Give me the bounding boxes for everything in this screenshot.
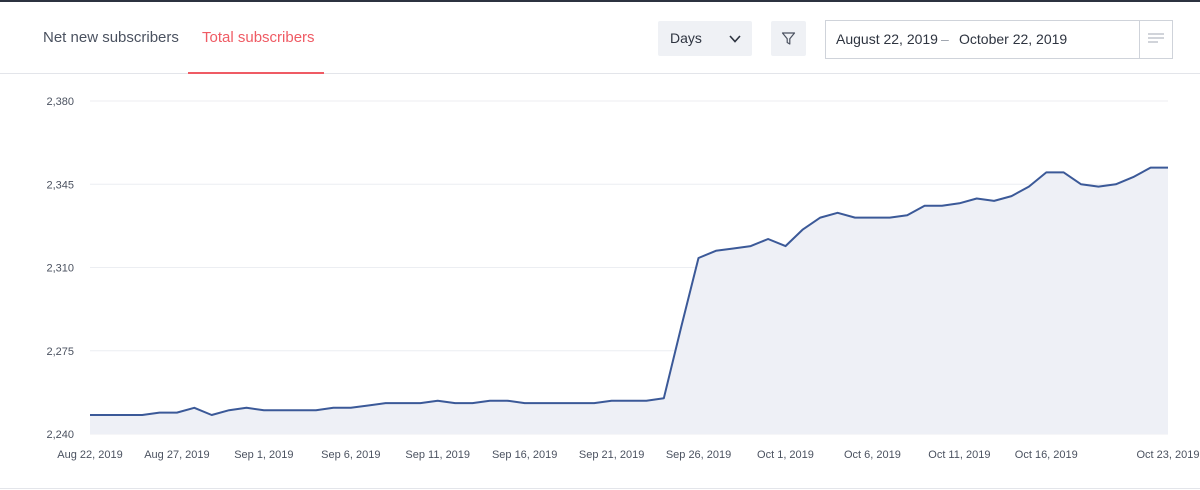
x-tick-label: Oct 16, 2019 [1015, 449, 1078, 461]
filter-button[interactable] [771, 21, 806, 56]
y-tick-label: 2,345 [46, 179, 74, 191]
chart-container: 2,380 2,345 2,310 2,275 2,240 Aug 22, 2019 Aug… [0, 74, 1200, 480]
x-tick-label: Sep 21, 2019 [579, 449, 644, 461]
x-tick-label: Oct 6, 2019 [844, 449, 901, 461]
date-range-picker: August 22, 2019 – October 22, 2019 [825, 20, 1173, 59]
x-tick-label: Aug 27, 2019 [144, 449, 209, 461]
granularity-select[interactable]: Days [658, 21, 752, 56]
subscribers-chart: 2,380 2,345 2,310 2,275 2,240 Aug 22, 2019 Aug… [46, 96, 1200, 461]
x-tick-label: Oct 1, 2019 [757, 449, 814, 461]
x-tick-label: Oct 23, 2019 [1137, 449, 1200, 461]
y-tick-label: 2,380 [46, 96, 74, 108]
x-tick-label: Aug 22, 2019 [57, 449, 122, 461]
header-bar: Net new subscribers Total subscribers Da… [0, 2, 1200, 74]
x-tick-label: Sep 6, 2019 [321, 449, 380, 461]
x-tick-label: Sep 1, 2019 [234, 449, 293, 461]
x-tick-label: Sep 26, 2019 [666, 449, 731, 461]
tab-net-new-subscribers[interactable]: Net new subscribers [43, 29, 179, 46]
filter-icon [781, 32, 796, 45]
date-range-start[interactable]: August 22, 2019 [836, 31, 938, 47]
date-range-menu-button[interactable] [1139, 21, 1172, 58]
date-range-separator: – [941, 31, 949, 47]
x-tick-label: Oct 11, 2019 [928, 449, 990, 461]
date-range-end[interactable]: October 22, 2019 [959, 31, 1068, 47]
menu-lines-icon [1148, 33, 1164, 43]
granularity-value: Days [670, 30, 702, 46]
y-tick-label: 2,275 [46, 346, 74, 358]
series-line [90, 166, 1168, 416]
active-tab-indicator [188, 72, 324, 74]
y-tick-label: 2,310 [46, 263, 74, 275]
top-border [0, 0, 1200, 2]
x-tick-label: Sep 16, 2019 [492, 449, 557, 461]
tab-total-subscribers[interactable]: Total subscribers [202, 29, 315, 46]
series-area [90, 167, 1168, 434]
x-tick-label: Sep 11, 2019 [405, 449, 470, 461]
chevron-down-icon [729, 35, 741, 43]
y-tick-label: 2,240 [46, 429, 74, 441]
bottom-border [0, 488, 1200, 489]
